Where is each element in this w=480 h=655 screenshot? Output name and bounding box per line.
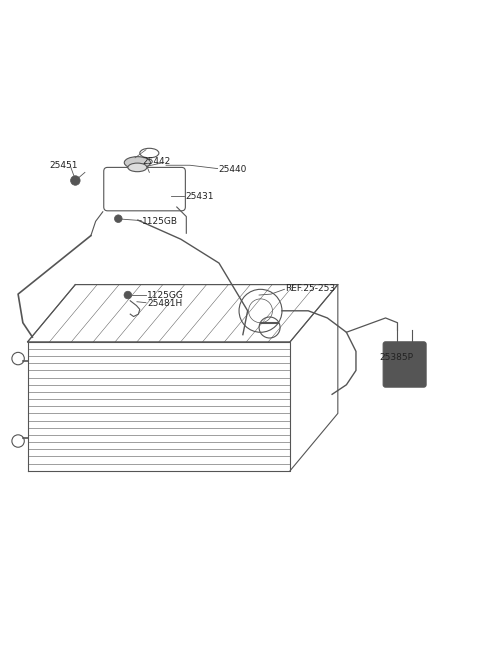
Text: 25440: 25440 [218, 164, 247, 174]
Circle shape [115, 215, 122, 223]
Text: 1125GB: 1125GB [142, 217, 178, 225]
FancyBboxPatch shape [104, 168, 185, 211]
Text: REF.25-253: REF.25-253 [285, 284, 336, 293]
Text: 25442: 25442 [142, 157, 170, 166]
FancyBboxPatch shape [383, 342, 426, 387]
Text: 25385P: 25385P [379, 352, 413, 362]
Text: 1125GG: 1125GG [147, 291, 184, 299]
Text: 25451: 25451 [49, 160, 78, 170]
Ellipse shape [124, 157, 151, 168]
Ellipse shape [140, 148, 159, 158]
Circle shape [71, 176, 80, 185]
Circle shape [124, 291, 132, 299]
Text: 25481H: 25481H [147, 299, 182, 308]
Ellipse shape [128, 163, 147, 172]
Text: 25431: 25431 [185, 192, 214, 201]
